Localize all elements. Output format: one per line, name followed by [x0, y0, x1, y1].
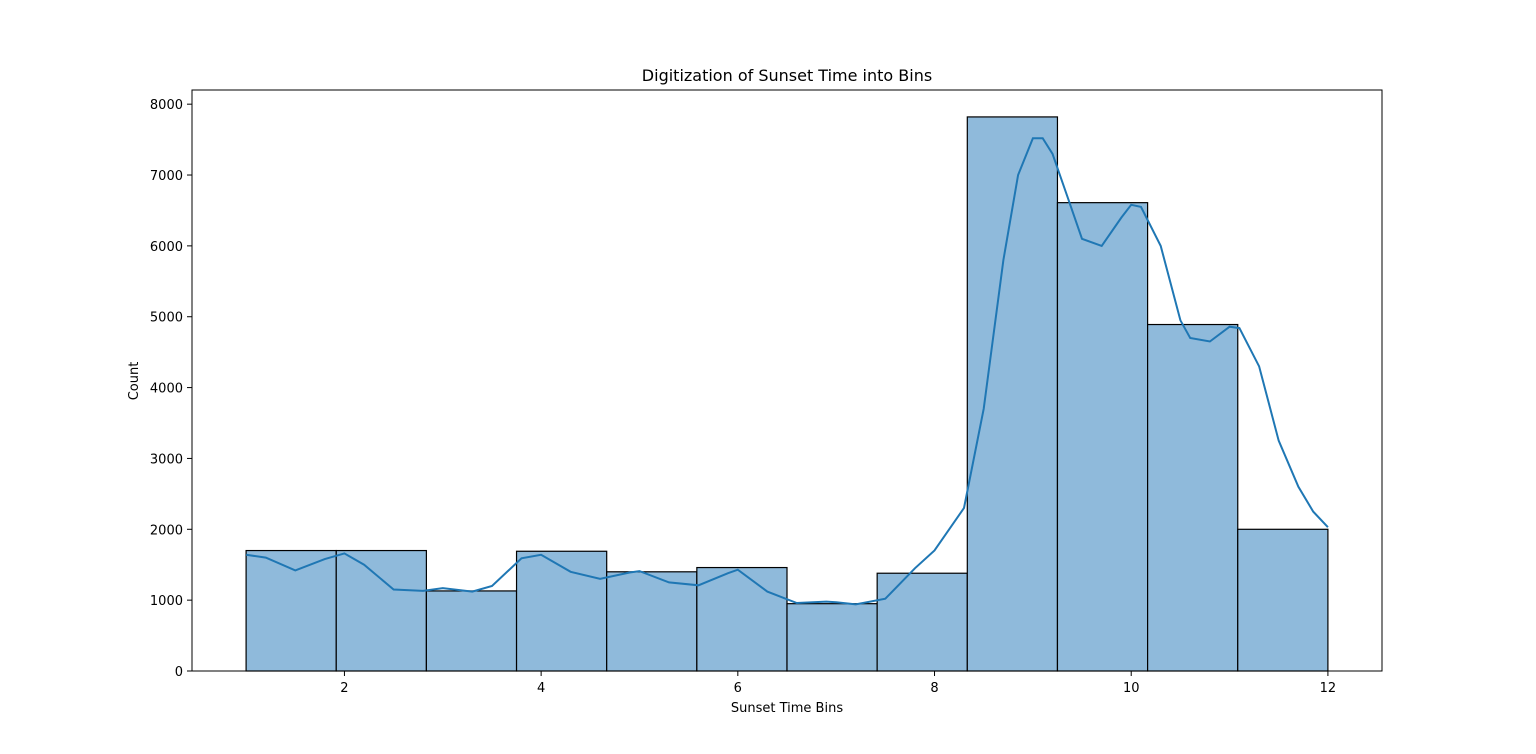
y-tick-label: 5000: [150, 311, 183, 326]
y-tick-label: 8000: [150, 98, 183, 113]
x-tick-label: 6: [734, 681, 742, 696]
y-tick-label: 1000: [150, 594, 183, 609]
y-tick-label: 3000: [150, 452, 183, 467]
x-tick-label: 8: [930, 681, 938, 696]
x-axis-title: Sunset Time Bins: [731, 701, 843, 716]
x-tick-label: 10: [1123, 681, 1140, 696]
histogram-bar: [515, 550, 608, 672]
y-tick-label: 6000: [150, 240, 183, 255]
histogram-bar: [245, 549, 337, 672]
histogram-bar: [1237, 528, 1329, 672]
chart-title: Digitization of Sunset Time into Bins: [642, 66, 932, 85]
histogram-bar: [425, 590, 518, 672]
y-tick-label: 0: [175, 665, 183, 680]
histogram-bar: [696, 566, 788, 672]
y-tick-label: 2000: [150, 523, 183, 538]
y-axis: 0 1000 2000 3000 4000 5000 6000 7000 8000: [150, 98, 192, 680]
histogram-bar: [1056, 202, 1149, 672]
histogram-bar: [335, 549, 427, 672]
x-axis: 2 4 6 8 10 12: [340, 671, 1336, 696]
y-tick-label: 4000: [150, 382, 183, 397]
x-tick-label: 2: [340, 681, 348, 696]
histogram-bar: [606, 571, 698, 672]
histogram-bar: [1147, 323, 1239, 672]
y-axis-title: Count: [127, 362, 142, 401]
plot-frame: [191, 89, 1383, 672]
histogram-bar: [786, 603, 878, 672]
y-tick-label: 7000: [150, 169, 183, 184]
histogram-bar: [876, 572, 968, 672]
x-tick-label: 4: [537, 681, 545, 696]
x-tick-label: 12: [1320, 681, 1337, 696]
histogram-bar: [966, 116, 1059, 672]
kde-curve: [245, 137, 1329, 606]
